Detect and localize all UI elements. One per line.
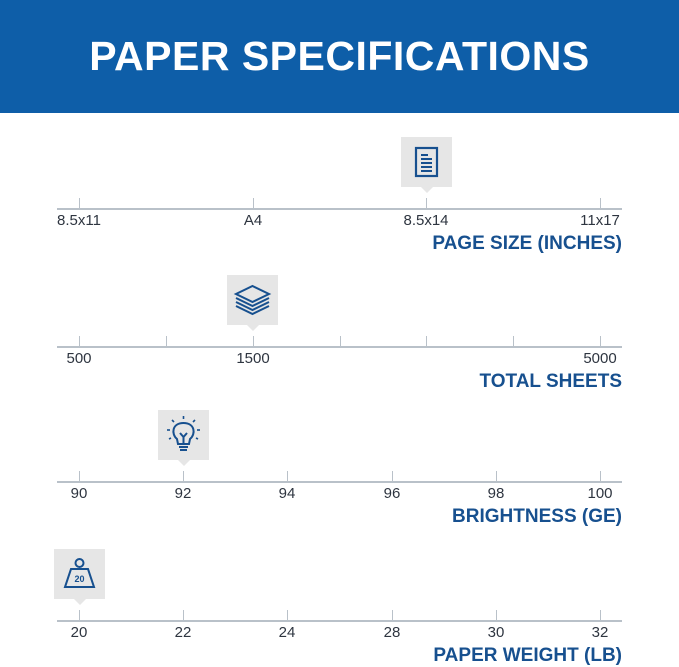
- scale-tick: [253, 336, 254, 347]
- scale-tick: [287, 471, 288, 482]
- scale-title: TOTAL SHEETS: [479, 371, 622, 392]
- weight-icon-label: 20: [74, 574, 84, 584]
- scale-tick-label: A4: [243, 212, 263, 229]
- scale-tick: [513, 336, 514, 347]
- scale-tick: [600, 198, 601, 209]
- scale-axis-line: [57, 481, 622, 483]
- scale-tick: [183, 471, 184, 482]
- scale-tick: [426, 336, 427, 347]
- scale-title: PAGE SIZE (INCHES): [432, 233, 622, 254]
- scale-tick: [79, 471, 80, 482]
- scale-tick: [183, 610, 184, 621]
- scale-tick: [340, 336, 341, 347]
- scale-tick: [392, 471, 393, 482]
- page-title: PAPER SPECIFICATIONS: [89, 33, 590, 79]
- scale-tick-label: 32: [591, 624, 609, 641]
- scale-tick-label: 24: [278, 624, 296, 641]
- scale-tick: [166, 336, 167, 347]
- scale-tick-label: 8.5x11: [57, 212, 101, 229]
- scale-tick-label: 20: [70, 624, 88, 641]
- scale-tick: [253, 198, 254, 209]
- scale-tick-label: 1500: [236, 350, 270, 367]
- selected-value-marker: [401, 137, 452, 193]
- selected-value-marker: 20: [54, 549, 105, 605]
- scale-title: PAPER WEIGHT (LB): [433, 645, 622, 666]
- scale-tick-label: 28: [383, 624, 401, 641]
- scale-tick-label: 98: [487, 485, 505, 502]
- scale-tick: [79, 336, 80, 347]
- scale-axis-line: [57, 620, 622, 622]
- scale-tick: [600, 610, 601, 621]
- scale-axis-line: [57, 208, 622, 210]
- selected-value-marker: [158, 410, 209, 466]
- scale-tick-label: 90: [70, 485, 88, 502]
- selected-value-marker: [227, 275, 278, 331]
- scale-tick-label: 92: [174, 485, 192, 502]
- scale-tick: [600, 471, 601, 482]
- header-banner: PAPER SPECIFICATIONS: [0, 0, 679, 113]
- scale-tick: [392, 610, 393, 621]
- scale-tick: [496, 471, 497, 482]
- scale-tick-label: 94: [278, 485, 296, 502]
- scale-tick: [79, 198, 80, 209]
- scale-tick-label: 500: [66, 350, 92, 367]
- scale-axis-line: [57, 346, 622, 348]
- scale-title: BRIGHTNESS (GE): [452, 506, 622, 527]
- scale-tick-label: 8.5x14: [403, 212, 449, 229]
- scale-tick-label: 100: [587, 485, 613, 502]
- scale-tick-label: 11x17: [580, 212, 620, 229]
- scale-tick-label: 30: [487, 624, 505, 641]
- scale-tick-label: 5000: [583, 350, 617, 367]
- scale-tick: [287, 610, 288, 621]
- scale-tick: [600, 336, 601, 347]
- scale-tick: [426, 198, 427, 209]
- scale-tick: [496, 610, 497, 621]
- scale-tick-label: 22: [174, 624, 192, 641]
- scale-tick-label: 96: [383, 485, 401, 502]
- scale-tick: [79, 610, 80, 621]
